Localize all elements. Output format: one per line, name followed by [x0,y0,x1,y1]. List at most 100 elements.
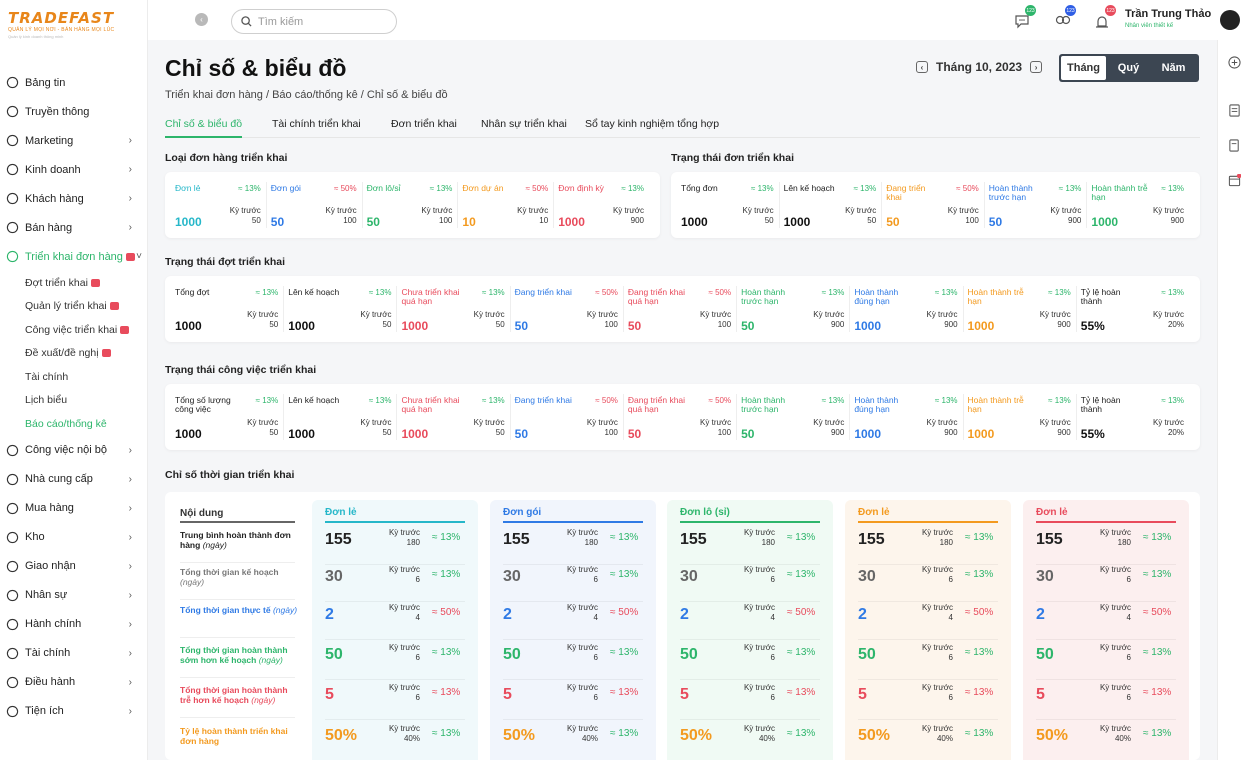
chevron-down-icon: ˅ [136,251,142,262]
previous-label: Kỳ trước [517,206,549,215]
previous-label: Kỳ trước [743,724,775,733]
sidebar-subitem[interactable]: Lịch biểu [0,389,148,413]
cart-icon-wrap [6,502,19,515]
sidebar-item[interactable]: Bảng tin [0,68,148,97]
previous-label: Kỳ trước [743,528,775,537]
stat-item: Đang triển khai quá hạn ≈ 50% 50 Kỳ trước 10… [628,384,733,450]
chat-button[interactable]: 123 [1014,5,1036,31]
sidebar-item[interactable]: Kho › [0,523,148,552]
avatar[interactable] [1220,10,1240,30]
stat-divider [962,394,964,440]
tab-orders[interactable]: Đơn triển khai [391,118,457,130]
add-icon[interactable] [1228,56,1241,69]
sidebar-item[interactable]: Mua hàng › [0,494,148,523]
sidebar-subitem-label: Quản lý triển khai [25,300,107,313]
tab-finance[interactable]: Tài chính triển khai [272,118,361,130]
metric-value: 50 [1036,646,1054,663]
stat-divider [622,394,624,440]
previous-value: 100 [717,320,732,329]
prev-month-button[interactable]: ‹ [916,61,928,73]
sidebar: TRADEFAST QUẢN LÝ MỌI NƠI - BÁN HÀNG MỌI… [0,0,148,760]
sidebar-item-active[interactable]: Triển khai đơn hàng ˅ [0,242,148,271]
sidebar-item[interactable]: Truyền thông [0,97,148,126]
search-input[interactable]: Tìm kiếm [231,9,397,34]
notes-icon[interactable] [1228,104,1241,117]
next-month-button[interactable]: › [1030,61,1043,73]
sidebar-subitem[interactable]: Đề xuất/đề nghị [0,342,148,366]
previous-label: Kỳ trước [388,565,420,574]
stat-divider [265,182,267,228]
stat-label: Lên kế hoạch [288,287,340,297]
edit-doc-icon[interactable] [1228,139,1241,152]
metric-change: ≈ 13% [610,532,639,543]
stat-label: Hoàn thành đúng hạn [854,395,899,414]
sidebar-subitem[interactable]: Báo cáo/thống kê [0,412,148,436]
chevron-right-icon: › [128,444,132,456]
period-quarter-button[interactable]: Quý [1117,62,1140,74]
metric-change: ≈ 13% [965,687,994,698]
order-status-card: Tổng đơn ≈ 13% 1000 Kỳ trước 50 Lên kế hoạch ≈… [671,172,1200,238]
customer-icon-wrap [6,192,19,205]
stat-previous: Kỳ trước 100 [326,206,357,226]
admin-icon-wrap [6,618,19,631]
previous-label: Kỳ trước [473,310,505,319]
order-types-card: Đơn lẻ ≈ 13% 1000 Kỳ trước 50 Đơn gói ≈ 50% 50 K… [165,172,660,238]
sidebar-item[interactable]: Nhà cung cấp › [0,465,148,494]
alert-button[interactable]: 123 [1094,5,1116,31]
breadcrumb[interactable]: Triển khai đơn hàng / Báo cáo/thống kê /… [165,89,448,101]
sidebar-item[interactable]: Khách hàng › [0,184,148,213]
delivery-icon-wrap [6,560,19,573]
sidebar-item[interactable]: Điều hành › [0,668,148,697]
previous-value: 6 [1126,575,1131,584]
sidebar-subitem[interactable]: Công việc triển khai [0,318,148,342]
sidebar-item[interactable]: Công việc nội bộ › [0,436,148,465]
stat-divider [778,182,780,228]
tab-handbook[interactable]: Sổ tay kinh nghiệm tổng hợp [585,118,720,130]
previous-label: Kỳ trước [566,528,598,537]
previous-label: Kỳ trước [743,683,775,692]
metric-value: 30 [325,568,343,585]
panel-title: Đơn lẻ [858,507,890,518]
metric-previous: Kỳ trước 40% [740,724,775,744]
logo-tagline: QUẢN LÝ MỌI NƠI - BÁN HÀNG MỌI LÚC [8,27,115,33]
stat-item: Tổng số lượng công việc ≈ 13% 1000 Kỳ trước… [175,384,280,450]
chevron-right-icon: › [128,589,132,601]
period-year-button[interactable]: Năm [1161,62,1186,74]
current-month[interactable]: Tháng 10, 2023 [936,60,1023,74]
sidebar-item[interactable]: Hành chính › [0,610,148,639]
period-month-button[interactable]: Tháng [1061,56,1106,80]
stat-label: Hoàn thành trước hạn [988,183,1033,202]
tab-metrics[interactable]: Chỉ số & biểu đồ [165,118,243,138]
metric-value: 155 [680,531,707,548]
collapse-sidebar-button[interactable]: ‹ [195,13,208,26]
tab-staff[interactable]: Nhân sự triển khai [481,118,567,130]
contacts-button[interactable]: 123 [1054,5,1076,31]
sidebar-subitem[interactable]: Đợt triển khai [0,271,148,295]
sidebar-item[interactable]: Bán hàng › [0,213,148,242]
user-name[interactable]: Trần Trung Thảo [1125,8,1212,20]
metric-previous: Kỳ trước 6 [740,643,775,663]
sidebar-item[interactable]: Marketing › [0,126,148,155]
sidebar-subitem[interactable]: Quản lý triển khai [0,295,148,319]
stat-label: Tổng đơn [681,183,718,193]
sidebar-item[interactable]: Kinh doanh › [0,155,148,184]
sidebar-item[interactable]: Giao nhận › [0,552,148,581]
logo[interactable]: TRADEFAST QUẢN LÝ MỌI NƠI - BÁN HÀNG MỌI… [8,9,148,39]
stat-label: Chưa triển khai quá hạn [401,287,460,306]
sidebar-subitem[interactable]: Tài chính [0,365,148,389]
previous-label: Kỳ trước [247,310,279,319]
cell-separator [680,639,820,640]
cell-separator [680,564,820,565]
stat-value: 1000 [783,215,811,229]
sidebar-item[interactable]: Tiện ích › [0,697,148,726]
row-label-text: Tổng thời gian hoàn thành sớm hơn kế hoạ… [180,645,288,665]
stat-change: ≈ 13% [934,396,958,405]
stat-divider [396,286,398,332]
stat-divider [553,182,555,228]
sidebar-item[interactable]: Nhân sự › [0,581,148,610]
sidebar-item[interactable]: Tài chính › [0,639,148,668]
previous-value: 6 [770,653,775,662]
stat-item: Đang triển khai ≈ 50% 50 Kỳ trước 100 [515,384,620,450]
stat-item: Lên kế hoạch ≈ 13% 1000 Kỳ trước 50 [288,276,393,342]
calendar-icon[interactable] [1228,174,1241,187]
